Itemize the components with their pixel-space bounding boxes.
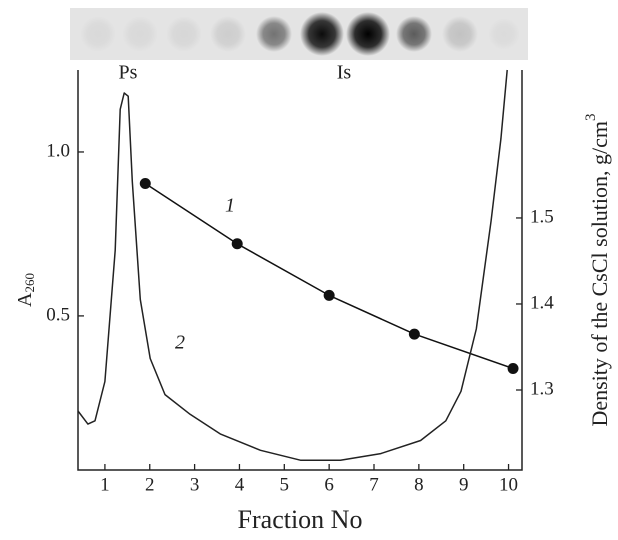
point bbox=[324, 290, 335, 301]
x-axis-label: Fraction No bbox=[238, 505, 363, 534]
y-tick-label: 0.5 bbox=[46, 304, 70, 325]
point bbox=[508, 363, 519, 374]
chart: Ps Is Fraction No A260 Density of the Cs… bbox=[0, 0, 618, 540]
y2-axis-label-sup: 3 bbox=[583, 113, 599, 121]
y-tick-label: 1.0 bbox=[46, 140, 70, 161]
line bbox=[145, 184, 513, 369]
point bbox=[140, 178, 151, 189]
y2-axis-label: Density of the CsCl solution, g/cm3 bbox=[583, 113, 612, 426]
y2-tick-label: 1.3 bbox=[530, 378, 554, 399]
y2-tick-label: 1.4 bbox=[530, 292, 554, 313]
point bbox=[409, 329, 420, 340]
line bbox=[78, 70, 507, 460]
x-tick-label: 2 bbox=[145, 474, 155, 495]
y2-axis-label-main: Density of the CsCl solution, g/cm bbox=[587, 121, 612, 427]
x-tick-label: 8 bbox=[414, 474, 424, 495]
series-label: 2 bbox=[175, 332, 185, 354]
annotation: Ps bbox=[119, 62, 138, 84]
y-axis-label: A260 bbox=[14, 273, 37, 307]
y-axis-label-main: A bbox=[14, 292, 36, 307]
x-tick-label: 5 bbox=[280, 474, 290, 495]
x-tick-label: 6 bbox=[324, 474, 334, 495]
x-tick-label: 10 bbox=[499, 474, 518, 495]
series-label: 1 bbox=[225, 195, 235, 217]
x-tick-label: 7 bbox=[369, 474, 379, 495]
x-tick-label: 4 bbox=[235, 474, 245, 495]
x-tick-label: 9 bbox=[459, 474, 469, 495]
axes-frame bbox=[78, 70, 522, 470]
annotation: Is bbox=[337, 62, 352, 84]
x-tick-label: 3 bbox=[190, 474, 200, 495]
point bbox=[232, 238, 243, 249]
gel-strip bbox=[70, 8, 528, 60]
y2-tick-label: 1.5 bbox=[530, 206, 554, 227]
x-tick-label: 1 bbox=[100, 474, 110, 495]
y-axis-label-sub: 260 bbox=[22, 273, 37, 293]
